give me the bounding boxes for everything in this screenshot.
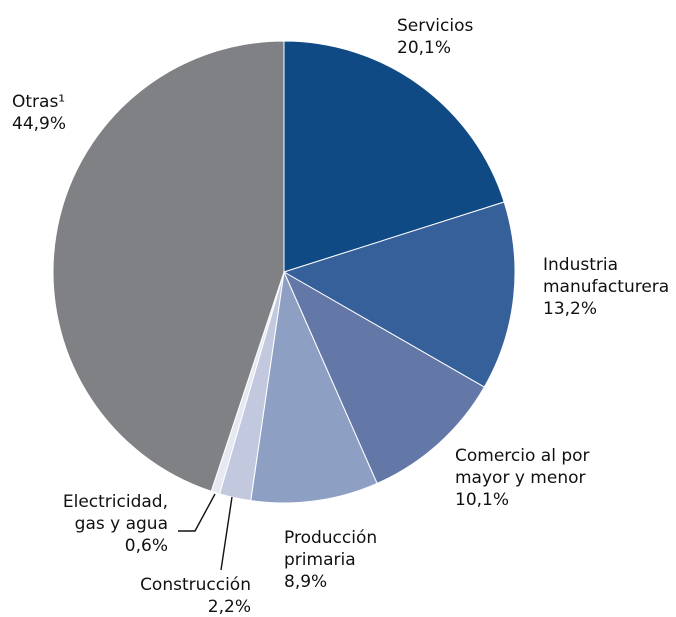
slice-name-label: Industria xyxy=(543,255,618,275)
leader-construccion xyxy=(220,496,233,571)
slice-value-label: 20,1% xyxy=(397,38,451,58)
slice-name-label: primaria xyxy=(284,550,356,570)
leader-lines xyxy=(178,493,233,571)
slice-name-label: Otras¹ xyxy=(12,92,65,112)
pie-slices xyxy=(52,40,516,504)
slice-name-label: manufacturera xyxy=(543,277,669,297)
slice-name-label: Producción xyxy=(284,528,377,548)
leader-electricidad xyxy=(178,493,216,532)
pie-slice-comercio-al-por xyxy=(282,270,485,485)
slice-name-label: gas y agua xyxy=(75,514,168,534)
pie-slice-industria xyxy=(282,201,516,388)
slice-value-label: 44,9% xyxy=(12,114,66,134)
slice-name-label: Electricidad, xyxy=(63,492,168,512)
pie-slice-servicios xyxy=(283,40,505,273)
slice-name-label: Comercio al por xyxy=(455,446,590,466)
slice-name-label: Construcción xyxy=(140,575,251,595)
slice-value-label: 13,2% xyxy=(543,299,597,319)
slice-value-label: 2,2% xyxy=(208,597,251,617)
slice-value-label: 8,9% xyxy=(284,572,327,592)
pie-slice-otras xyxy=(52,40,285,492)
slice-name-label: mayor y menor xyxy=(455,468,585,488)
slice-value-label: 10,1% xyxy=(455,490,509,510)
pie-slice-produccion xyxy=(250,270,378,504)
slice-value-label: 0,6% xyxy=(125,536,168,556)
slice-name-label: Servicios xyxy=(397,16,473,36)
